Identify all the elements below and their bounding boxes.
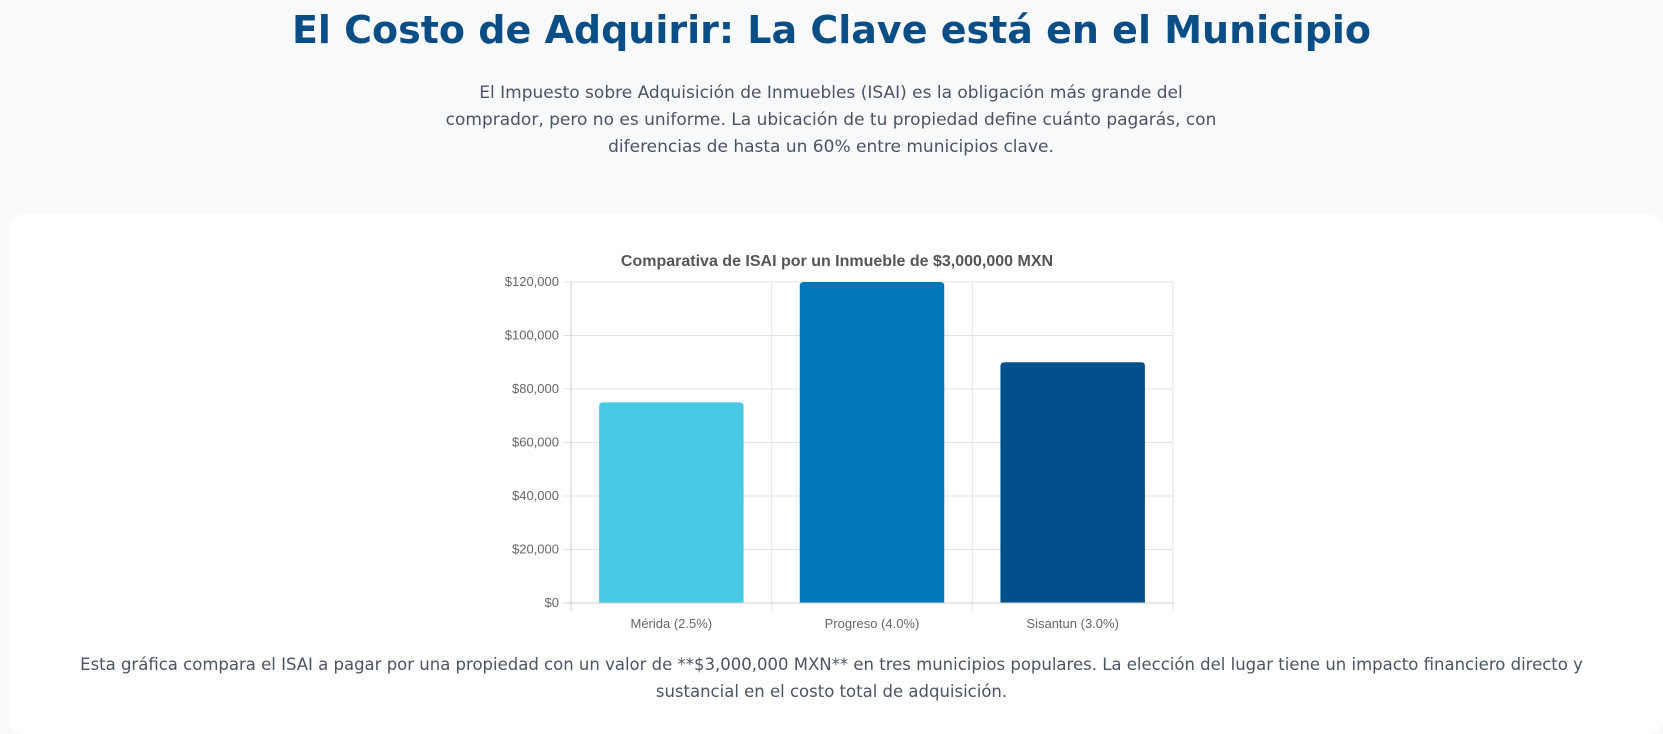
intro-paragraph: El Impuesto sobre Adquisición de Inmuebl… bbox=[445, 83, 1217, 157]
y-tick-label: $40,000 bbox=[512, 488, 559, 503]
y-tick-label: $20,000 bbox=[512, 542, 559, 557]
bar-2[interactable] bbox=[799, 282, 945, 603]
y-tick-label: $0 bbox=[545, 595, 559, 610]
x-tick-label: Progreso (4.0%) bbox=[825, 616, 920, 631]
page-title: El Costo de Adquirir: La Clave está en e… bbox=[291, 8, 1372, 52]
y-tick-label: $80,000 bbox=[512, 381, 559, 396]
chart-title: Comparativa de ISAI por un Inmueble de $… bbox=[621, 253, 1053, 270]
bar-3[interactable] bbox=[1000, 362, 1145, 603]
bar-1[interactable] bbox=[599, 402, 744, 603]
y-tick-label: $120,000 bbox=[505, 274, 559, 289]
chart-axes: $0 $20,000 $40,000 $60,000 $80,000 $100,000 $1… bbox=[505, 274, 1173, 631]
chart-bars bbox=[599, 282, 1145, 603]
y-tick-label: $60,000 bbox=[512, 435, 559, 450]
isai-bar-chart: Comparativa de ISAI por un Inmueble de $… bbox=[505, 253, 1174, 631]
x-tick-label: Mérida (2.5%) bbox=[631, 616, 713, 631]
y-tick-label: $100,000 bbox=[505, 328, 559, 343]
chart-caption: Esta gráfica compara el ISAI a pagar por… bbox=[80, 655, 1583, 701]
x-tick-label: Sisantun (3.0%) bbox=[1026, 616, 1119, 631]
